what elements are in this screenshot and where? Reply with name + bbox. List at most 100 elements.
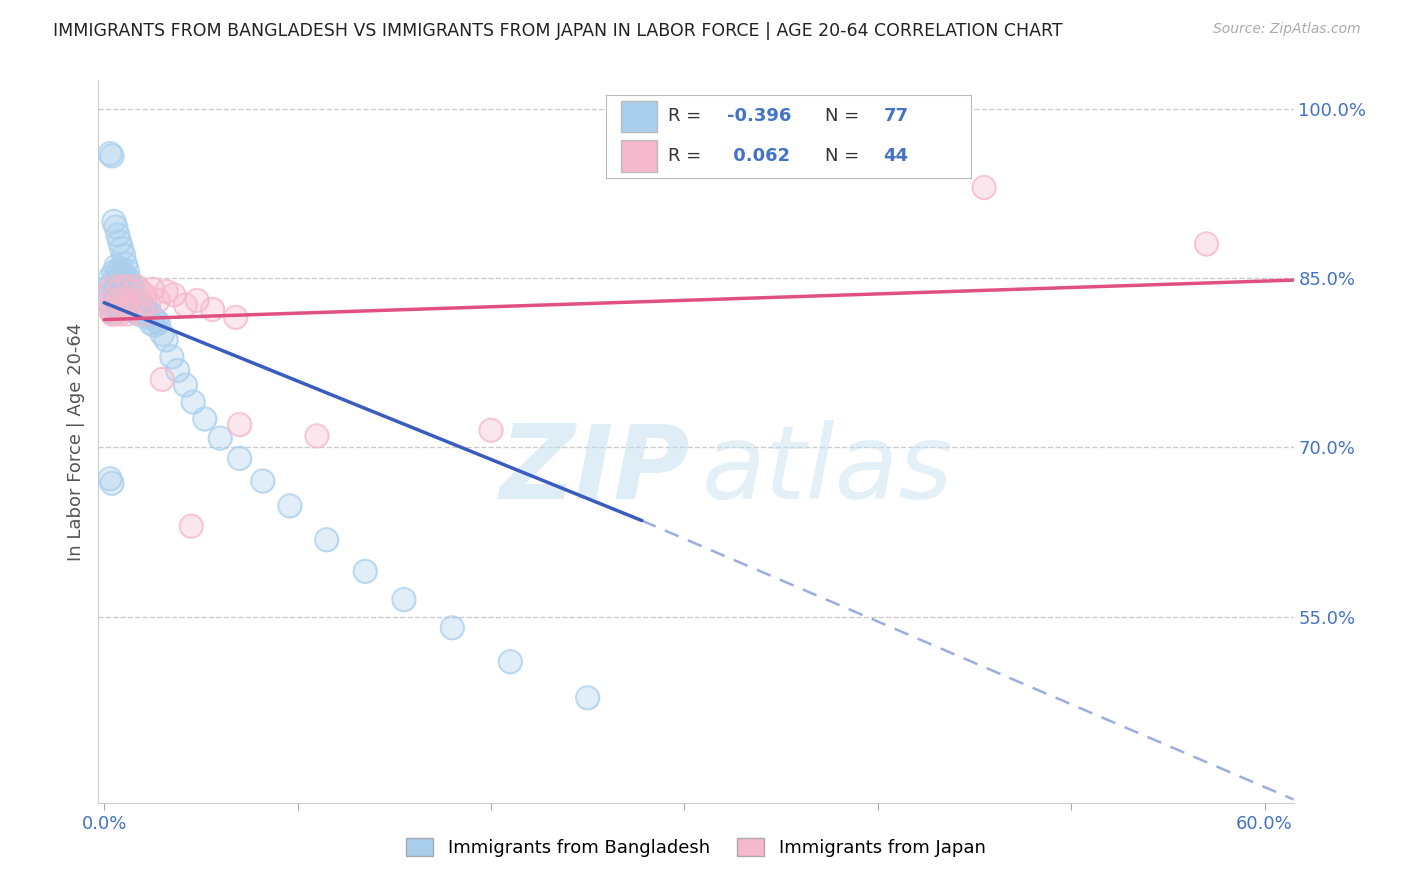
Point <box>112 298 135 312</box>
Point <box>107 282 129 296</box>
Point <box>111 242 134 256</box>
Point <box>103 265 125 279</box>
Point <box>228 451 250 466</box>
Point <box>103 282 125 296</box>
Point <box>111 242 134 256</box>
Point <box>114 282 136 296</box>
Point <box>107 265 129 279</box>
Point <box>148 316 170 330</box>
Point <box>132 307 155 321</box>
Point <box>112 282 135 296</box>
Point <box>148 316 170 330</box>
Point <box>129 285 152 299</box>
Point <box>122 285 145 299</box>
Point <box>392 592 415 607</box>
Point <box>134 302 156 317</box>
Point <box>135 310 157 325</box>
Point <box>98 472 121 486</box>
Point <box>98 302 121 317</box>
Point <box>118 280 141 294</box>
Point <box>160 350 183 364</box>
Point <box>107 227 129 242</box>
Point <box>101 476 124 491</box>
Point <box>225 310 247 325</box>
Point <box>103 214 125 228</box>
Point <box>114 282 136 296</box>
Point <box>128 298 150 312</box>
Point <box>150 327 173 342</box>
Point <box>103 299 125 313</box>
Text: IMMIGRANTS FROM BANGLADESH VS IMMIGRANTS FROM JAPAN IN LABOR FORCE | AGE 20-64 C: IMMIGRANTS FROM BANGLADESH VS IMMIGRANTS… <box>53 22 1063 40</box>
Point <box>127 298 149 312</box>
Point <box>278 499 301 513</box>
Point <box>150 372 173 386</box>
Point <box>114 280 136 294</box>
Point <box>112 298 135 312</box>
Point <box>108 280 131 294</box>
Point <box>118 273 141 287</box>
Legend: Immigrants from Bangladesh, Immigrants from Japan: Immigrants from Bangladesh, Immigrants f… <box>398 829 994 866</box>
Point <box>252 474 274 488</box>
Point <box>117 293 139 308</box>
Point <box>145 314 167 328</box>
Point <box>138 304 160 318</box>
Point <box>163 287 186 301</box>
Point <box>104 302 127 317</box>
Point <box>160 350 183 364</box>
Point <box>112 248 135 262</box>
Point <box>139 316 162 330</box>
Point <box>101 149 124 163</box>
Point <box>111 280 134 294</box>
Point <box>209 431 232 445</box>
Point <box>118 295 141 310</box>
Point <box>120 293 142 308</box>
Point <box>124 293 146 308</box>
Point <box>98 472 121 486</box>
Point <box>107 299 129 313</box>
Point <box>114 295 136 310</box>
Point <box>278 499 301 513</box>
Point <box>132 307 155 321</box>
Point <box>139 316 162 330</box>
Point <box>103 307 125 321</box>
Point <box>225 310 247 325</box>
Point <box>186 293 208 308</box>
Point <box>117 293 139 308</box>
Point <box>98 270 121 285</box>
Point <box>479 423 502 437</box>
Point <box>174 378 197 392</box>
Point <box>120 277 142 292</box>
Point <box>111 285 134 299</box>
Point <box>155 333 177 347</box>
Point <box>107 299 129 313</box>
Point <box>104 220 127 235</box>
Point <box>166 363 188 377</box>
Point <box>124 293 146 308</box>
Point <box>201 302 224 317</box>
Point <box>150 327 173 342</box>
Point <box>104 220 127 235</box>
Point <box>111 300 134 314</box>
Point <box>103 214 125 228</box>
Point <box>209 431 232 445</box>
Point <box>111 268 134 283</box>
Point <box>108 307 131 321</box>
Point <box>98 146 121 161</box>
Point <box>108 235 131 249</box>
Point <box>128 307 150 321</box>
Point <box>145 314 167 328</box>
Point <box>194 412 217 426</box>
Point <box>127 280 149 294</box>
Point <box>120 298 142 312</box>
Point <box>122 298 145 312</box>
Point <box>122 302 145 317</box>
Point <box>103 265 125 279</box>
Point <box>108 261 131 276</box>
Point <box>354 565 377 579</box>
Point <box>315 533 337 547</box>
Point <box>124 304 146 318</box>
Point <box>150 372 173 386</box>
Point <box>142 282 165 296</box>
Point <box>305 429 328 443</box>
Point <box>228 417 250 432</box>
